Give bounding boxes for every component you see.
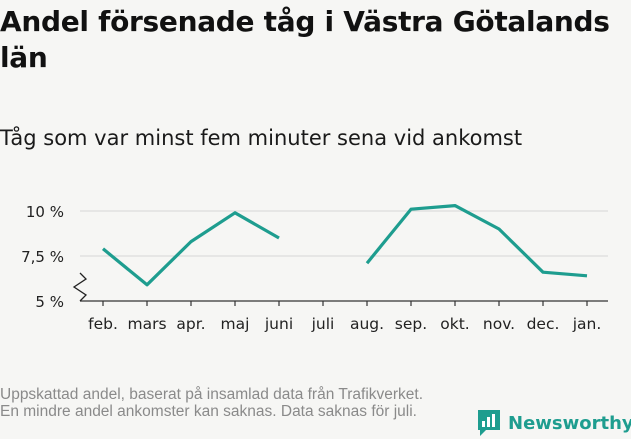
x-tick-label: juni (264, 315, 293, 333)
series-lines (101, 204, 588, 287)
y-tick-label: 5 % (35, 293, 64, 311)
series-line-segment (101, 211, 280, 287)
footer-note: Uppskattad andel, baserat på insamlad da… (0, 386, 424, 420)
x-tick-label: juli (311, 315, 335, 333)
x-tick-label: nov. (483, 315, 515, 333)
x-tick-label: mars (127, 315, 166, 333)
x-axis-labels: feb. mars apr. maj juni juli aug. sep. okt. nov. d… (88, 315, 601, 333)
newsworthy-logo-text: Newsworthy (508, 412, 631, 434)
x-tick-label: dec. (527, 315, 560, 333)
x-tick-label: jan. (572, 315, 602, 333)
x-tick-label: maj (221, 315, 250, 333)
gridlines (80, 210, 608, 257)
x-tick-label: apr. (176, 315, 205, 333)
x-tick-label: feb. (88, 315, 118, 333)
x-axis (80, 300, 608, 306)
newsworthy-logo-icon (478, 410, 500, 436)
x-tick-label: okt. (440, 315, 469, 333)
chart-title: Andel försenade tåg i Västra Götalands l… (0, 5, 610, 74)
series-line-segment (365, 204, 588, 278)
y-axis-labels: 5 % 7,5 % 10 % (21, 203, 64, 311)
y-tick-label: 7,5 % (21, 248, 64, 266)
axis-break-mark (72, 272, 88, 302)
x-tick-label: sep. (395, 315, 427, 333)
newsworthy-logo[interactable]: Newsworthy (476, 408, 631, 438)
chart-subtitle: Tåg som var minst fem minuter sena vid a… (0, 126, 523, 150)
axis-break-icon (72, 272, 88, 302)
line-chart: 5 % 7,5 % 10 % feb. mars apr. maj juni juli aug.… (21, 203, 608, 333)
x-tick-label: aug. (350, 315, 384, 333)
y-tick-label: 10 % (26, 203, 64, 221)
